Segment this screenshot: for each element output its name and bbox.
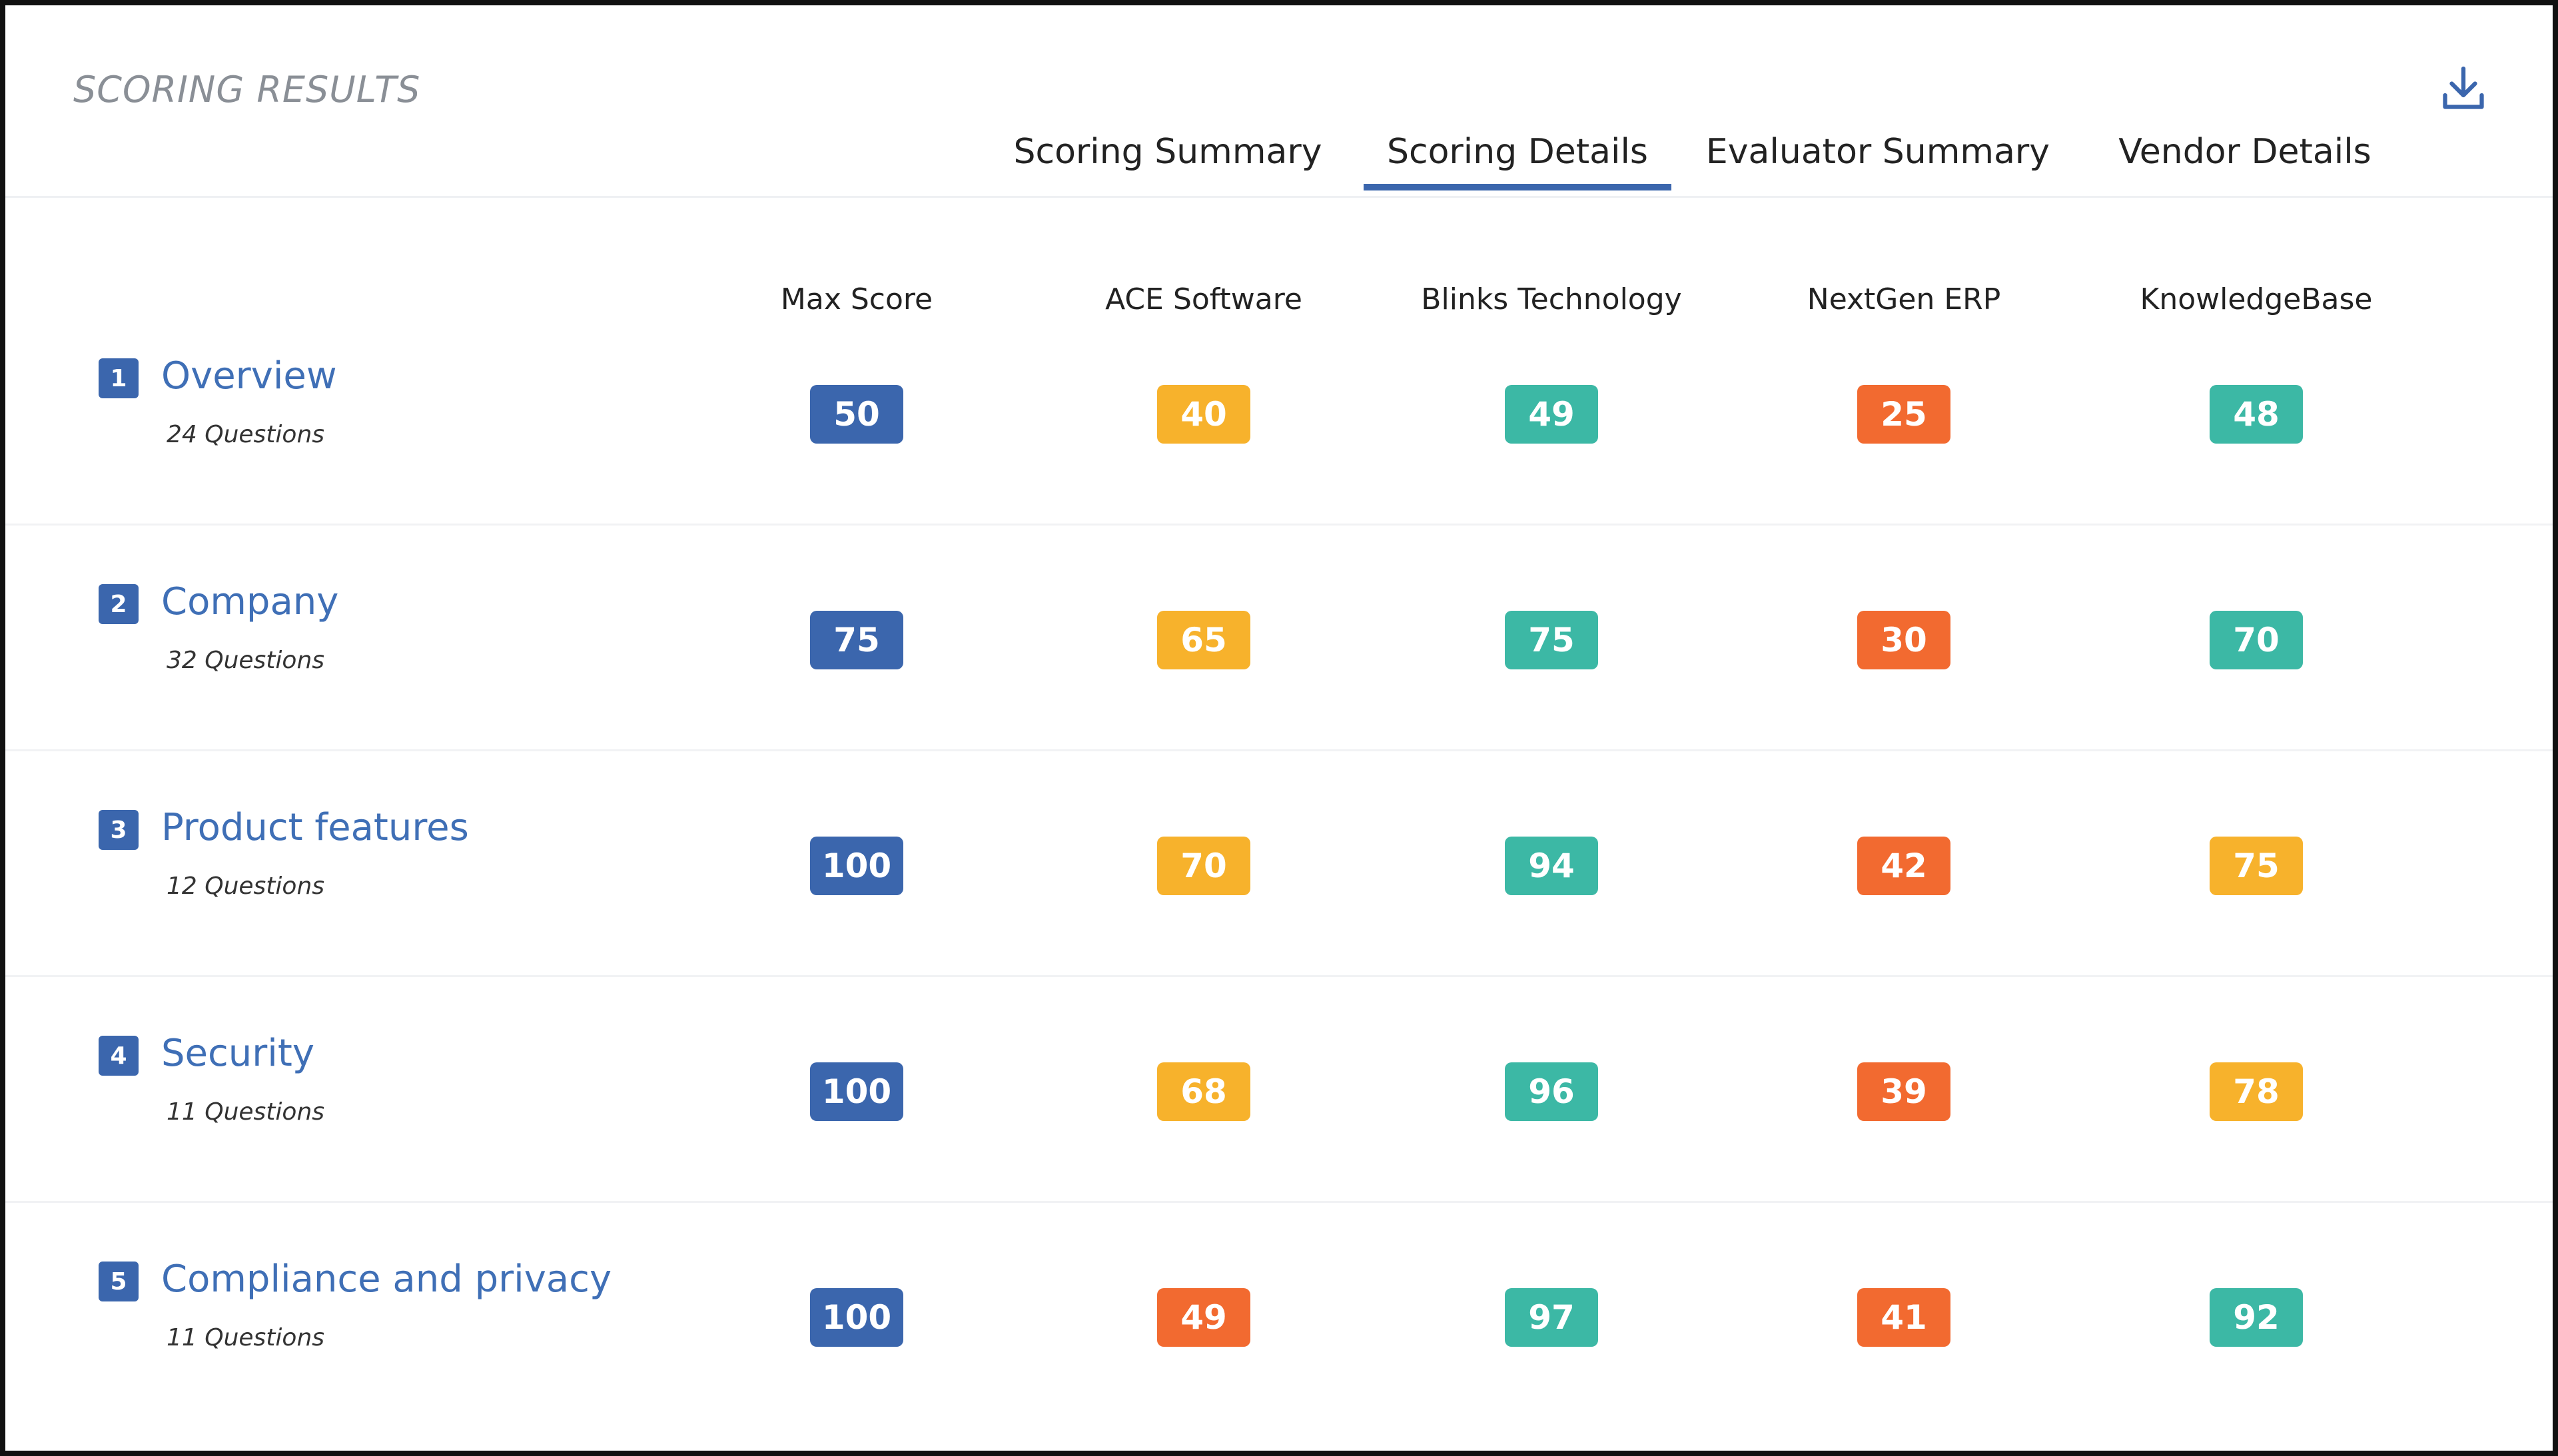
score-badge: 75 bbox=[1505, 611, 1598, 669]
row-divider bbox=[5, 975, 2553, 977]
section-number: 4 bbox=[99, 1036, 139, 1076]
row-divider bbox=[5, 524, 2553, 526]
page-title: SCORING RESULTS bbox=[73, 69, 421, 111]
tab[interactable]: Scoring Summary bbox=[1013, 132, 1322, 172]
column-header: Max Score bbox=[780, 282, 933, 316]
score-badge: 49 bbox=[1157, 1288, 1250, 1347]
score-badge: 30 bbox=[1857, 611, 1950, 669]
score-badge: 94 bbox=[1505, 837, 1598, 895]
score-badge: 70 bbox=[2210, 611, 2303, 669]
score-badge: 39 bbox=[1857, 1062, 1950, 1121]
score-badge: 100 bbox=[810, 1288, 903, 1347]
column-header: NextGen ERP bbox=[1807, 282, 2001, 316]
section-title[interactable]: Security bbox=[161, 1032, 314, 1075]
score-badge: 100 bbox=[810, 1062, 903, 1121]
question-count: 12 Questions bbox=[167, 873, 325, 900]
section-title[interactable]: Overview bbox=[161, 354, 337, 398]
question-count: 24 Questions bbox=[167, 421, 325, 448]
section-number: 5 bbox=[99, 1262, 139, 1301]
section-title[interactable]: Company bbox=[161, 580, 339, 623]
download-icon[interactable] bbox=[2437, 62, 2490, 115]
score-badge: 75 bbox=[810, 611, 903, 669]
score-badge: 25 bbox=[1857, 385, 1950, 444]
score-badge: 41 bbox=[1857, 1288, 1950, 1347]
tab[interactable]: Vendor Details bbox=[2118, 132, 2371, 172]
score-badge: 78 bbox=[2210, 1062, 2303, 1121]
section-number: 2 bbox=[99, 584, 139, 624]
question-count: 11 Questions bbox=[167, 1098, 325, 1126]
score-badge: 97 bbox=[1505, 1288, 1598, 1347]
score-badge: 49 bbox=[1505, 385, 1598, 444]
tab[interactable]: Evaluator Summary bbox=[1705, 132, 2050, 172]
column-header: Blinks Technology bbox=[1421, 282, 1682, 316]
row-divider bbox=[5, 1201, 2553, 1203]
row-divider bbox=[5, 749, 2553, 751]
column-header: ACE Software bbox=[1105, 282, 1302, 316]
question-count: 11 Questions bbox=[167, 1324, 325, 1351]
tab[interactable]: Scoring Details bbox=[1386, 132, 1649, 172]
section-number: 1 bbox=[99, 358, 139, 398]
score-badge: 96 bbox=[1505, 1062, 1598, 1121]
score-badge: 68 bbox=[1157, 1062, 1250, 1121]
score-badge: 100 bbox=[810, 837, 903, 895]
score-badge: 70 bbox=[1157, 837, 1250, 895]
active-tab-underline bbox=[1363, 184, 1671, 190]
header-divider bbox=[5, 196, 2553, 198]
section-title[interactable]: Compliance and privacy bbox=[161, 1258, 612, 1301]
score-badge: 65 bbox=[1157, 611, 1250, 669]
question-count: 32 Questions bbox=[167, 647, 325, 674]
score-badge: 50 bbox=[810, 385, 903, 444]
score-badge: 75 bbox=[2210, 837, 2303, 895]
section-title[interactable]: Product features bbox=[161, 806, 469, 849]
score-badge: 92 bbox=[2210, 1288, 2303, 1347]
score-badge: 48 bbox=[2210, 385, 2303, 444]
section-number: 3 bbox=[99, 810, 139, 850]
score-badge: 42 bbox=[1857, 837, 1950, 895]
score-badge: 40 bbox=[1157, 385, 1250, 444]
column-header: KnowledgeBase bbox=[2140, 282, 2373, 316]
